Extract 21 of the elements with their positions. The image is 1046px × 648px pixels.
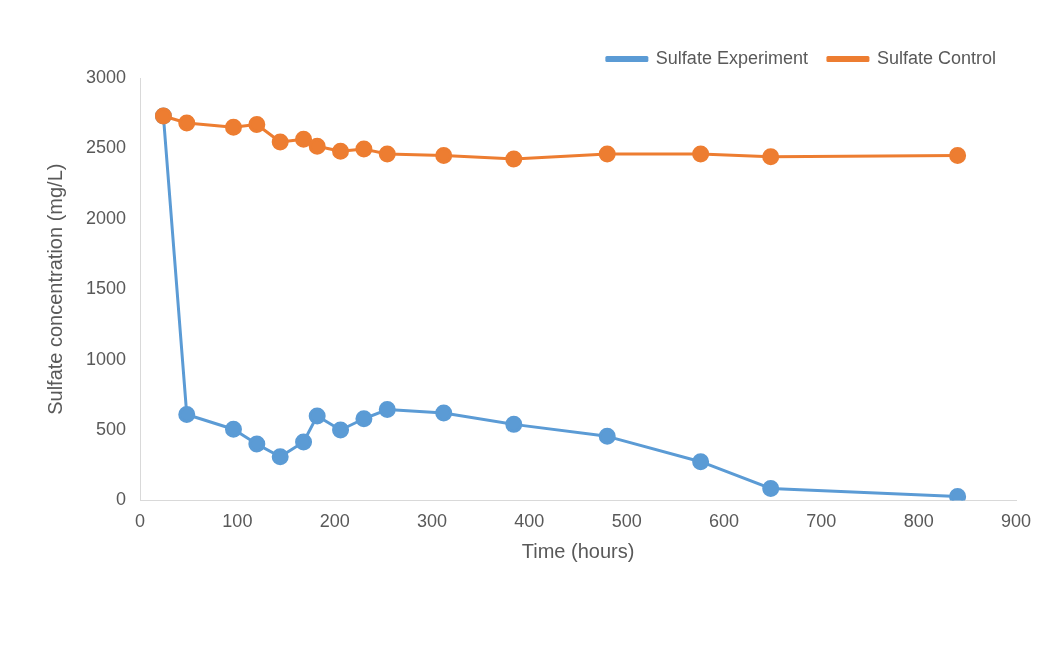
y-tick-label: 2000 — [86, 207, 127, 228]
legend-label: Sulfate Experiment — [655, 47, 808, 68]
x-tick-label: 100 — [222, 511, 253, 532]
x-tick-label: 0 — [135, 511, 146, 532]
x-tick-label: 700 — [806, 511, 837, 532]
y-tick-label: 1000 — [86, 348, 127, 369]
y-tick-label: 0 — [116, 489, 127, 510]
y-tick-label: 3000 — [86, 66, 127, 87]
x-tick-label: 800 — [903, 511, 934, 532]
y-axis-title: Sulfate concentration (mg/L) — [43, 163, 66, 415]
y-tick-label: 500 — [96, 418, 127, 439]
x-tick-label: 900 — [1000, 511, 1032, 532]
x-tick-label: 300 — [417, 511, 448, 532]
x-tick-label: 200 — [319, 511, 350, 532]
y-tick-label: 1500 — [86, 278, 127, 299]
x-tick-label: 500 — [611, 511, 642, 532]
x-tick-label: 600 — [708, 511, 740, 532]
legend-label: Sulfate Control — [876, 47, 997, 68]
x-tick-label: 400 — [514, 511, 545, 532]
x-axis-title: Time (hours) — [521, 539, 635, 562]
y-tick-label: 2500 — [86, 137, 127, 158]
